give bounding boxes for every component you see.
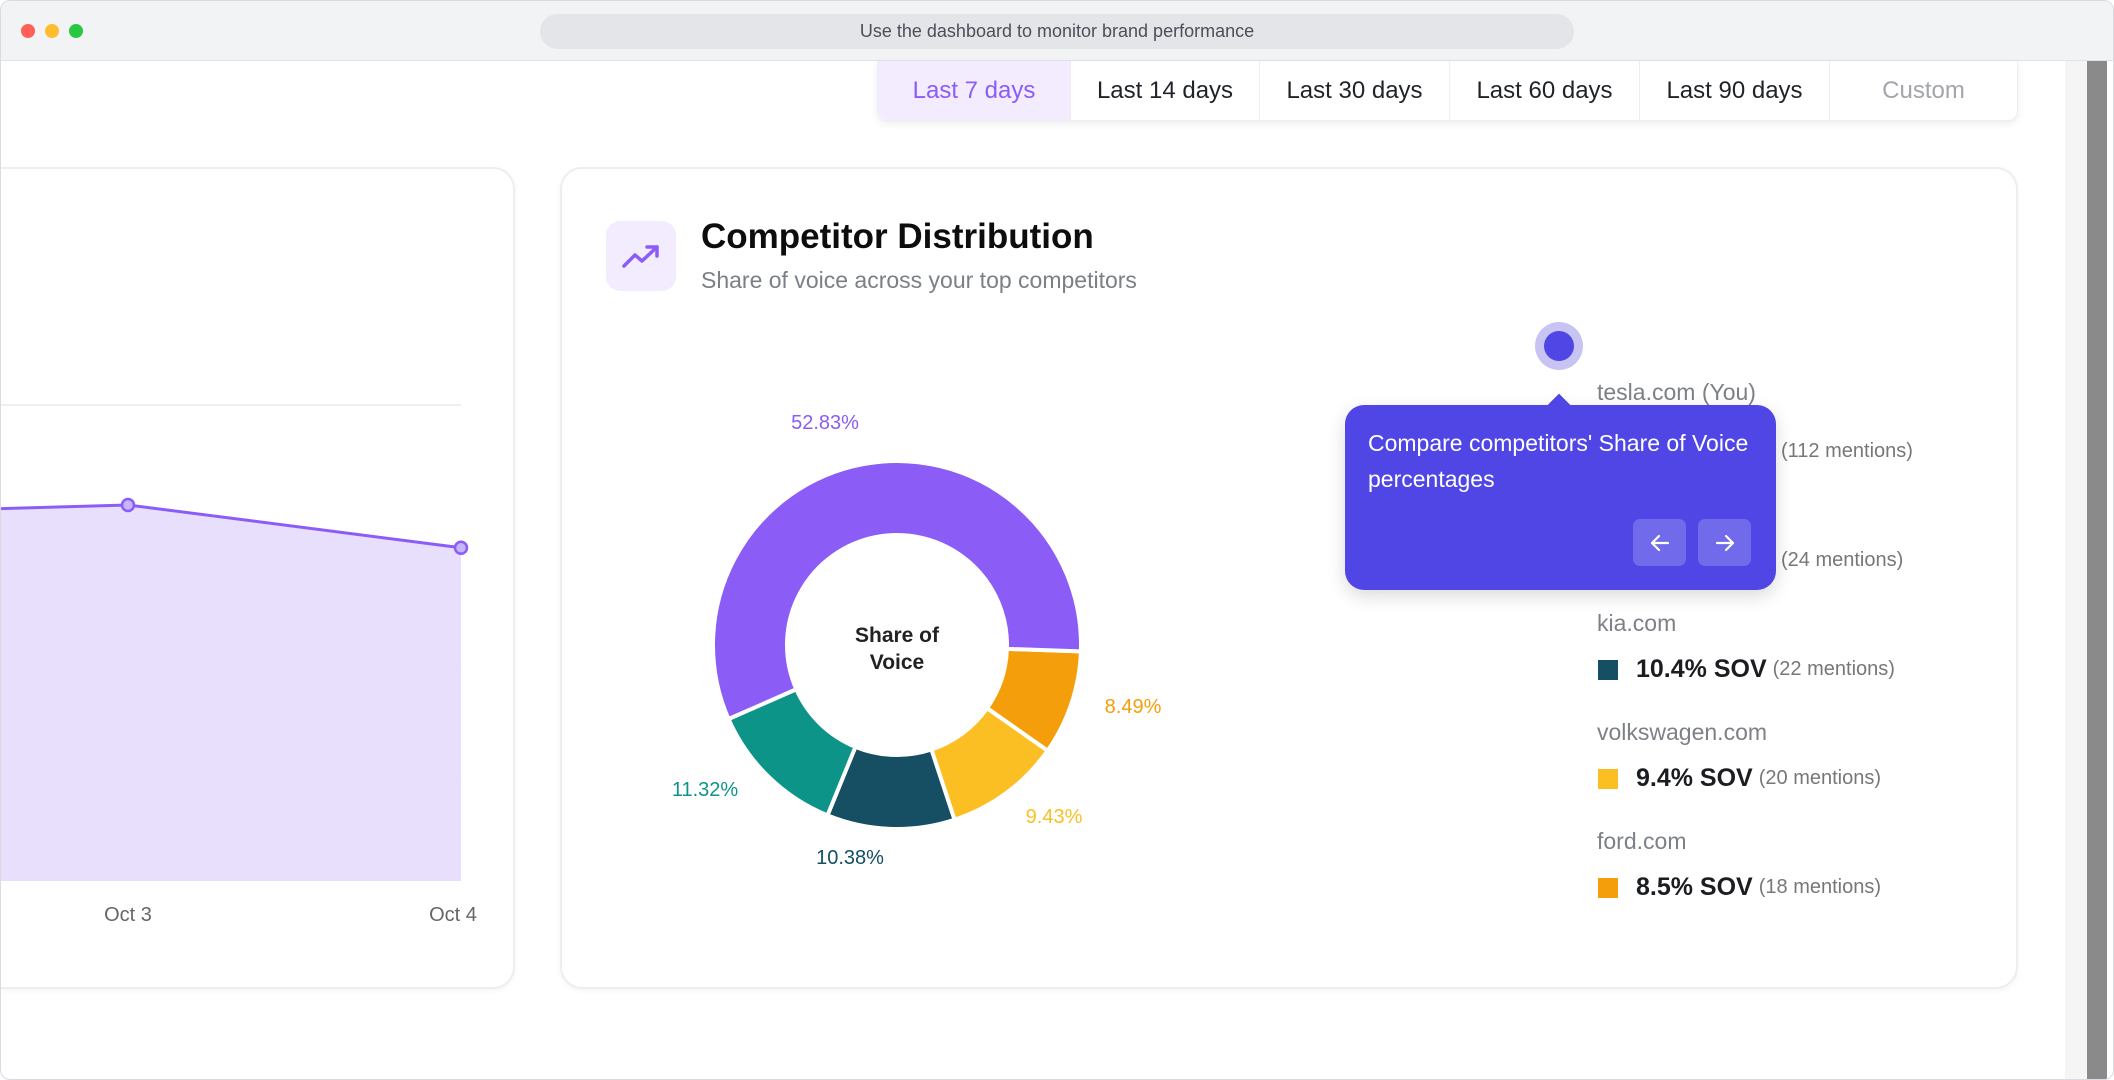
legend-mentions: (24 mentions) <box>1781 549 1904 571</box>
title-bar: Use the dashboard to monitor brand perfo… <box>1 1 2113 61</box>
legend-mentions: (22 mentions) <box>1772 658 1895 680</box>
scrollbar-thumb[interactable] <box>2087 61 2107 1079</box>
arrow-right-icon <box>1715 534 1734 551</box>
trending-up-icon <box>606 221 676 291</box>
tab-custom[interactable]: Custom <box>1882 77 1965 104</box>
x-axis-label: Oct 4 <box>429 904 477 926</box>
arrow-left-icon <box>1650 534 1669 551</box>
tour-tooltip: Compare competitors' Share of Voice perc… <box>1345 405 1776 590</box>
maximize-window-button[interactable] <box>69 24 83 38</box>
legend-value: 8.5% SOV (18 mentions) <box>1598 873 1881 902</box>
legend-mentions: (20 mentions) <box>1758 767 1882 789</box>
minimize-window-button[interactable] <box>45 24 59 38</box>
tab-last-60-days[interactable]: Last 60 days <box>1450 61 1640 120</box>
data-point[interactable] <box>453 540 469 556</box>
legend-swatch <box>1598 659 1618 680</box>
x-axis-label: Oct 3 <box>104 904 152 926</box>
tour-hotspot-beacon[interactable] <box>1535 322 1583 370</box>
date-range-tabs: Last 7 days Last 14 days Last 30 days La… <box>877 61 2018 121</box>
legend-name: tesla.com (You) <box>1597 379 1756 405</box>
legend-swatch <box>1598 768 1618 789</box>
tooltip-prev-button[interactable] <box>1633 519 1686 566</box>
legend-mentions: (18 mentions) <box>1758 876 1882 898</box>
card-title: Competitor Distribution <box>701 217 1094 256</box>
close-window-button[interactable] <box>21 24 35 38</box>
tab-last-14-days[interactable]: Last 14 days <box>1071 61 1260 120</box>
tab-last-90-days[interactable]: Last 90 days <box>1640 61 1830 120</box>
card-subtitle: Share of voice across your top competito… <box>701 267 1137 293</box>
tab-last-30-days[interactable]: Last 30 days <box>1260 61 1450 120</box>
legend-sov: 9.4% SOV <box>1636 764 1753 792</box>
legend-value: 10.4% SOV (22 mentions) <box>1598 655 1895 684</box>
trend-card: Oct 3 Oct 4 <box>1 167 515 989</box>
legend-value: 9.4% SOV (20 mentions) <box>1598 764 1881 793</box>
legend-name: ford.com <box>1597 828 1687 854</box>
legend-sov: 8.5% SOV <box>1636 873 1753 901</box>
legend-name: volkswagen.com <box>1597 719 1768 745</box>
area-fill <box>1 504 461 881</box>
tooltip-next-button[interactable] <box>1698 519 1751 566</box>
scrollbar-track[interactable] <box>2065 61 2087 1079</box>
data-point[interactable] <box>120 497 136 513</box>
legend-sov: 10.4% SOV <box>1636 655 1767 683</box>
trend-area-chart: Oct 3 Oct 4 <box>1 404 477 926</box>
tooltip-text: Compare competitors' Share of Voice perc… <box>1368 430 1749 492</box>
legend-mentions: (112 mentions) <box>1781 440 1913 462</box>
legend-swatch <box>1598 877 1618 898</box>
address-bar[interactable]: Use the dashboard to monitor brand perfo… <box>540 14 1574 49</box>
tab-last-7-days[interactable]: Last 7 days <box>878 61 1071 120</box>
legend-name: kia.com <box>1597 610 1677 636</box>
